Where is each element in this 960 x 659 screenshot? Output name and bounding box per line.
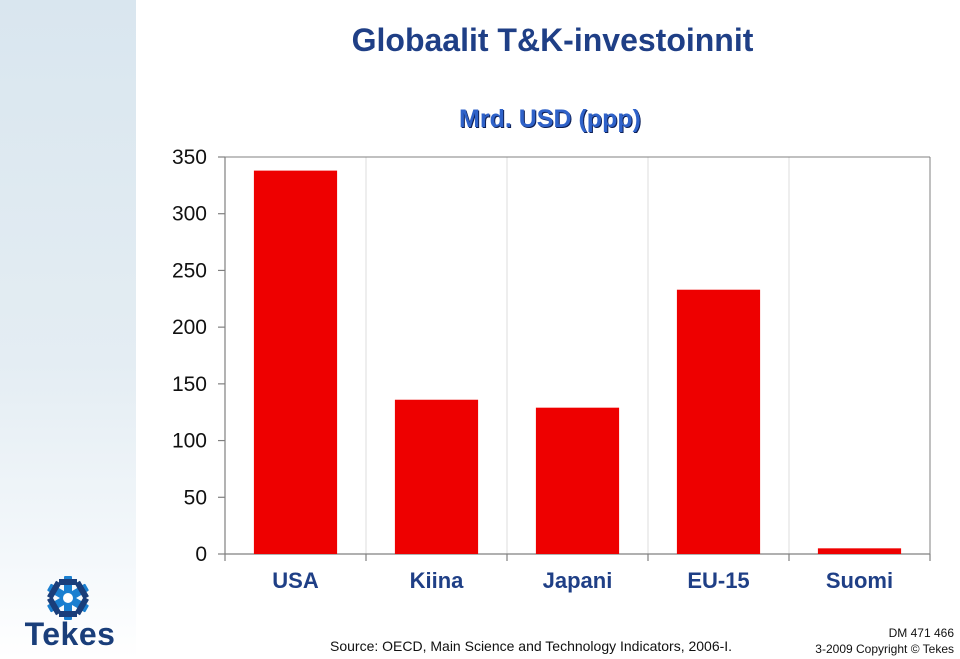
- y-tick-label: 100: [172, 430, 207, 453]
- x-tick-label: Kiina: [410, 568, 465, 593]
- bar: [817, 548, 902, 554]
- y-tick-label: 50: [184, 486, 207, 509]
- x-tick-label: USA: [272, 568, 319, 593]
- bar: [535, 407, 620, 554]
- source-note: Source: OECD, Main Science and Technolog…: [330, 638, 733, 654]
- x-tick-label: Japani: [543, 568, 613, 593]
- y-tick-label: 0: [195, 543, 207, 566]
- copyright-text: 3-2009 Copyright © Tekes: [815, 642, 954, 656]
- bar: [394, 399, 479, 554]
- tekes-logo: Tekes: [10, 574, 130, 654]
- x-tick-label: Suomi: [826, 568, 893, 593]
- x-tick-label: EU-15: [687, 568, 749, 593]
- bar: [676, 289, 761, 554]
- y-tick-label: 350: [172, 146, 207, 169]
- side-gradient-band: [0, 0, 136, 659]
- y-tick-label: 300: [172, 203, 207, 226]
- y-tick-label: 150: [172, 373, 207, 396]
- y-tick-label: 200: [172, 316, 207, 339]
- y-tick-label: 250: [172, 259, 207, 282]
- chart-subtitle: Mrd. USD (ppp): [459, 105, 641, 133]
- tekes-snowflake-icon: [47, 576, 89, 620]
- document-id: DM 471 466: [888, 626, 954, 640]
- slide-title: Globaalit T&K-investoinnit: [351, 22, 754, 58]
- logo-wordmark: Tekes: [24, 616, 116, 652]
- document-info: DM 471 466 3-2009 Copyright © Tekes: [815, 625, 954, 657]
- bar: [253, 170, 338, 554]
